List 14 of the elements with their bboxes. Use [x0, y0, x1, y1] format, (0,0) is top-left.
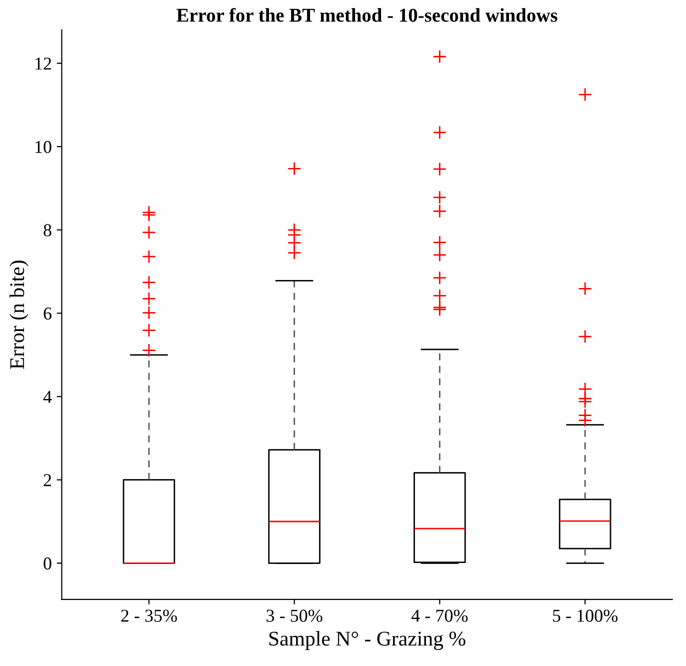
- y-tick-label: 2: [44, 474, 52, 486]
- x-axis-title: Sample N° - Grazing %: [269, 631, 466, 650]
- y-tick-label: 6: [44, 308, 52, 320]
- y-tick-label: 10: [36, 140, 52, 154]
- x-tick-label: 4 - 70%: [411, 610, 468, 622]
- y-axis-title: Error (n bite): [10, 260, 28, 370]
- x-tick-label: 5 - 100%: [553, 610, 618, 622]
- y-tick-label: 12: [36, 58, 52, 70]
- y-tick-label: 0: [44, 557, 52, 570]
- x-tick-label: 3 - 50%: [266, 610, 322, 622]
- y-tick-label: 4: [43, 390, 52, 403]
- chart-title: Error for the BT method - 10-second windows: [176, 8, 558, 22]
- x-tick-label: 2 - 35%: [121, 610, 177, 622]
- y-tick-label: 8: [44, 224, 52, 236]
